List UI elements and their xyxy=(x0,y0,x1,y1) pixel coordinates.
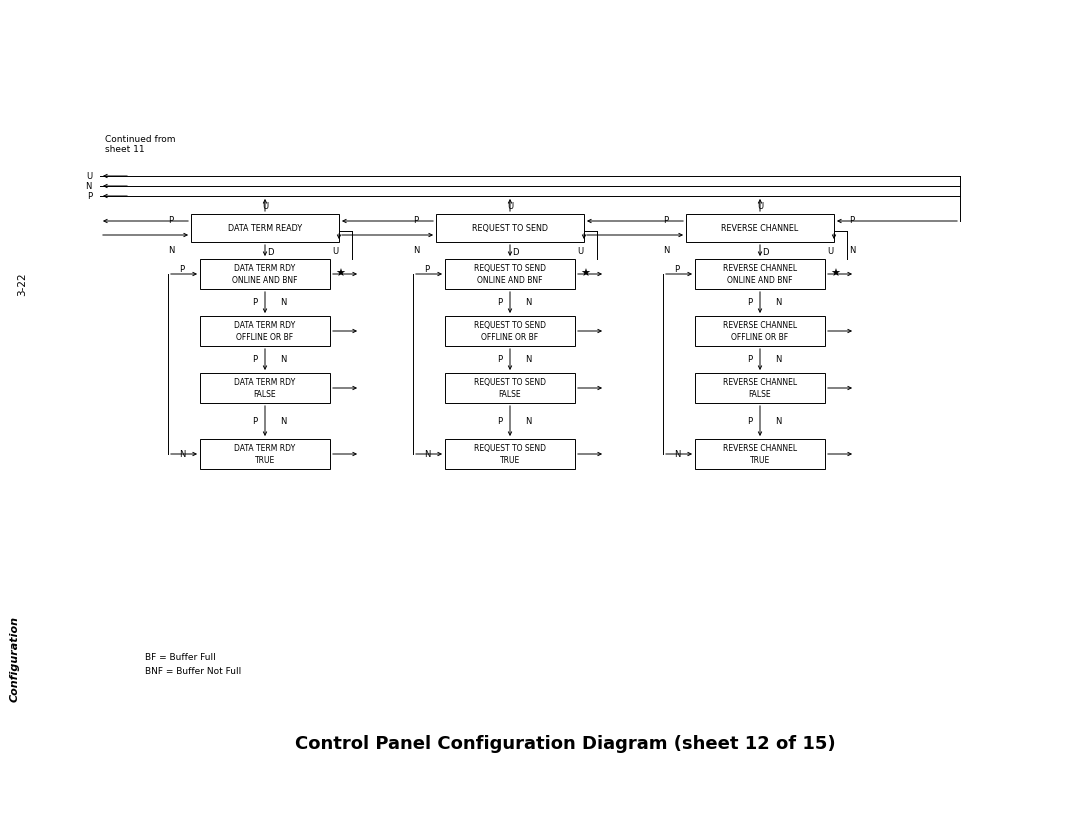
Bar xyxy=(436,214,584,242)
Text: P: P xyxy=(253,298,257,307)
Text: BF = Buffer Full: BF = Buffer Full xyxy=(145,654,216,662)
Text: P: P xyxy=(414,215,419,224)
Text: U: U xyxy=(577,247,583,255)
Text: REQUEST TO SEND: REQUEST TO SEND xyxy=(474,264,546,273)
Text: N: N xyxy=(413,245,419,254)
Text: D: D xyxy=(512,248,518,257)
Text: U: U xyxy=(262,202,268,210)
Text: P: P xyxy=(86,192,92,200)
Text: N: N xyxy=(663,245,670,254)
Bar xyxy=(445,316,575,346)
Text: U: U xyxy=(86,172,92,180)
Text: N: N xyxy=(674,450,680,459)
Text: N: N xyxy=(85,182,92,190)
Text: ONLINE AND BNF: ONLINE AND BNF xyxy=(727,276,793,285)
Text: N: N xyxy=(849,245,855,254)
Text: Continued from: Continued from xyxy=(105,135,175,144)
Text: TRUE: TRUE xyxy=(255,456,275,465)
Text: N: N xyxy=(525,416,531,425)
Bar xyxy=(445,373,575,403)
Text: N: N xyxy=(423,450,430,459)
Text: TRUE: TRUE xyxy=(500,456,521,465)
Text: OFFLINE OR BF: OFFLINE OR BF xyxy=(237,333,294,342)
Text: DATA TERM RDY: DATA TERM RDY xyxy=(234,444,296,453)
Text: P: P xyxy=(498,298,502,307)
Text: P: P xyxy=(674,264,679,274)
Text: P: P xyxy=(747,355,753,364)
Text: N: N xyxy=(774,298,781,307)
Text: N: N xyxy=(167,245,174,254)
Text: DATA TERM RDY: DATA TERM RDY xyxy=(234,264,296,273)
Text: 3-22: 3-22 xyxy=(17,272,27,296)
Text: REQUEST TO SEND: REQUEST TO SEND xyxy=(474,321,546,330)
Text: ★: ★ xyxy=(580,269,590,279)
Text: DATA TERM RDY: DATA TERM RDY xyxy=(234,321,296,330)
Text: REVERSE CHANNEL: REVERSE CHANNEL xyxy=(723,264,797,273)
Text: D: D xyxy=(761,248,768,257)
Bar xyxy=(200,316,330,346)
Text: N: N xyxy=(525,355,531,364)
Text: FALSE: FALSE xyxy=(499,390,522,399)
Text: ★: ★ xyxy=(831,269,840,279)
Bar xyxy=(696,259,825,289)
Text: REQUEST TO SEND: REQUEST TO SEND xyxy=(474,378,546,387)
Text: ONLINE AND BNF: ONLINE AND BNF xyxy=(477,276,543,285)
Bar xyxy=(696,439,825,469)
Text: REVERSE CHANNEL: REVERSE CHANNEL xyxy=(723,321,797,330)
Text: REQUEST TO SEND: REQUEST TO SEND xyxy=(472,224,548,233)
Text: P: P xyxy=(424,264,430,274)
Bar xyxy=(696,373,825,403)
Text: N: N xyxy=(525,298,531,307)
Text: N: N xyxy=(280,298,286,307)
Text: BNF = Buffer Not Full: BNF = Buffer Not Full xyxy=(145,666,241,676)
Text: P: P xyxy=(498,355,502,364)
Text: N: N xyxy=(179,450,185,459)
Text: Configuration: Configuration xyxy=(10,616,21,702)
Bar xyxy=(200,439,330,469)
Text: FALSE: FALSE xyxy=(748,390,771,399)
Text: P: P xyxy=(747,298,753,307)
Text: REVERSE CHANNEL: REVERSE CHANNEL xyxy=(723,444,797,453)
Text: P: P xyxy=(179,264,185,274)
Text: P: P xyxy=(253,416,257,425)
Text: DATA TERM READY: DATA TERM READY xyxy=(228,224,302,233)
Text: REVERSE CHANNEL: REVERSE CHANNEL xyxy=(721,224,798,233)
Text: Control Panel Configuration Diagram (sheet 12 of 15): Control Panel Configuration Diagram (she… xyxy=(295,735,835,753)
Text: REQUEST TO SEND: REQUEST TO SEND xyxy=(474,444,546,453)
Text: N: N xyxy=(774,355,781,364)
Bar xyxy=(696,316,825,346)
Text: U: U xyxy=(507,202,513,210)
Bar xyxy=(686,214,834,242)
Bar xyxy=(200,373,330,403)
Text: DATA TERM RDY: DATA TERM RDY xyxy=(234,378,296,387)
Text: sheet 11: sheet 11 xyxy=(105,145,145,154)
Bar xyxy=(191,214,339,242)
Text: P: P xyxy=(663,215,669,224)
Bar xyxy=(445,259,575,289)
Text: N: N xyxy=(280,355,286,364)
Text: N: N xyxy=(774,416,781,425)
Text: ONLINE AND BNF: ONLINE AND BNF xyxy=(232,276,298,285)
Text: N: N xyxy=(280,416,286,425)
Text: U: U xyxy=(757,202,764,210)
Text: D: D xyxy=(267,248,273,257)
Bar xyxy=(445,439,575,469)
Text: P: P xyxy=(168,215,174,224)
Text: U: U xyxy=(827,247,833,255)
Text: TRUE: TRUE xyxy=(750,456,770,465)
Text: P: P xyxy=(747,416,753,425)
Text: REVERSE CHANNEL: REVERSE CHANNEL xyxy=(723,378,797,387)
Text: FALSE: FALSE xyxy=(254,390,276,399)
Text: P: P xyxy=(850,215,854,224)
Text: OFFLINE OR BF: OFFLINE OR BF xyxy=(731,333,788,342)
Text: ★: ★ xyxy=(335,269,345,279)
Text: U: U xyxy=(332,247,338,255)
Text: P: P xyxy=(253,355,257,364)
Text: P: P xyxy=(498,416,502,425)
Bar xyxy=(200,259,330,289)
Text: OFFLINE OR BF: OFFLINE OR BF xyxy=(482,333,539,342)
